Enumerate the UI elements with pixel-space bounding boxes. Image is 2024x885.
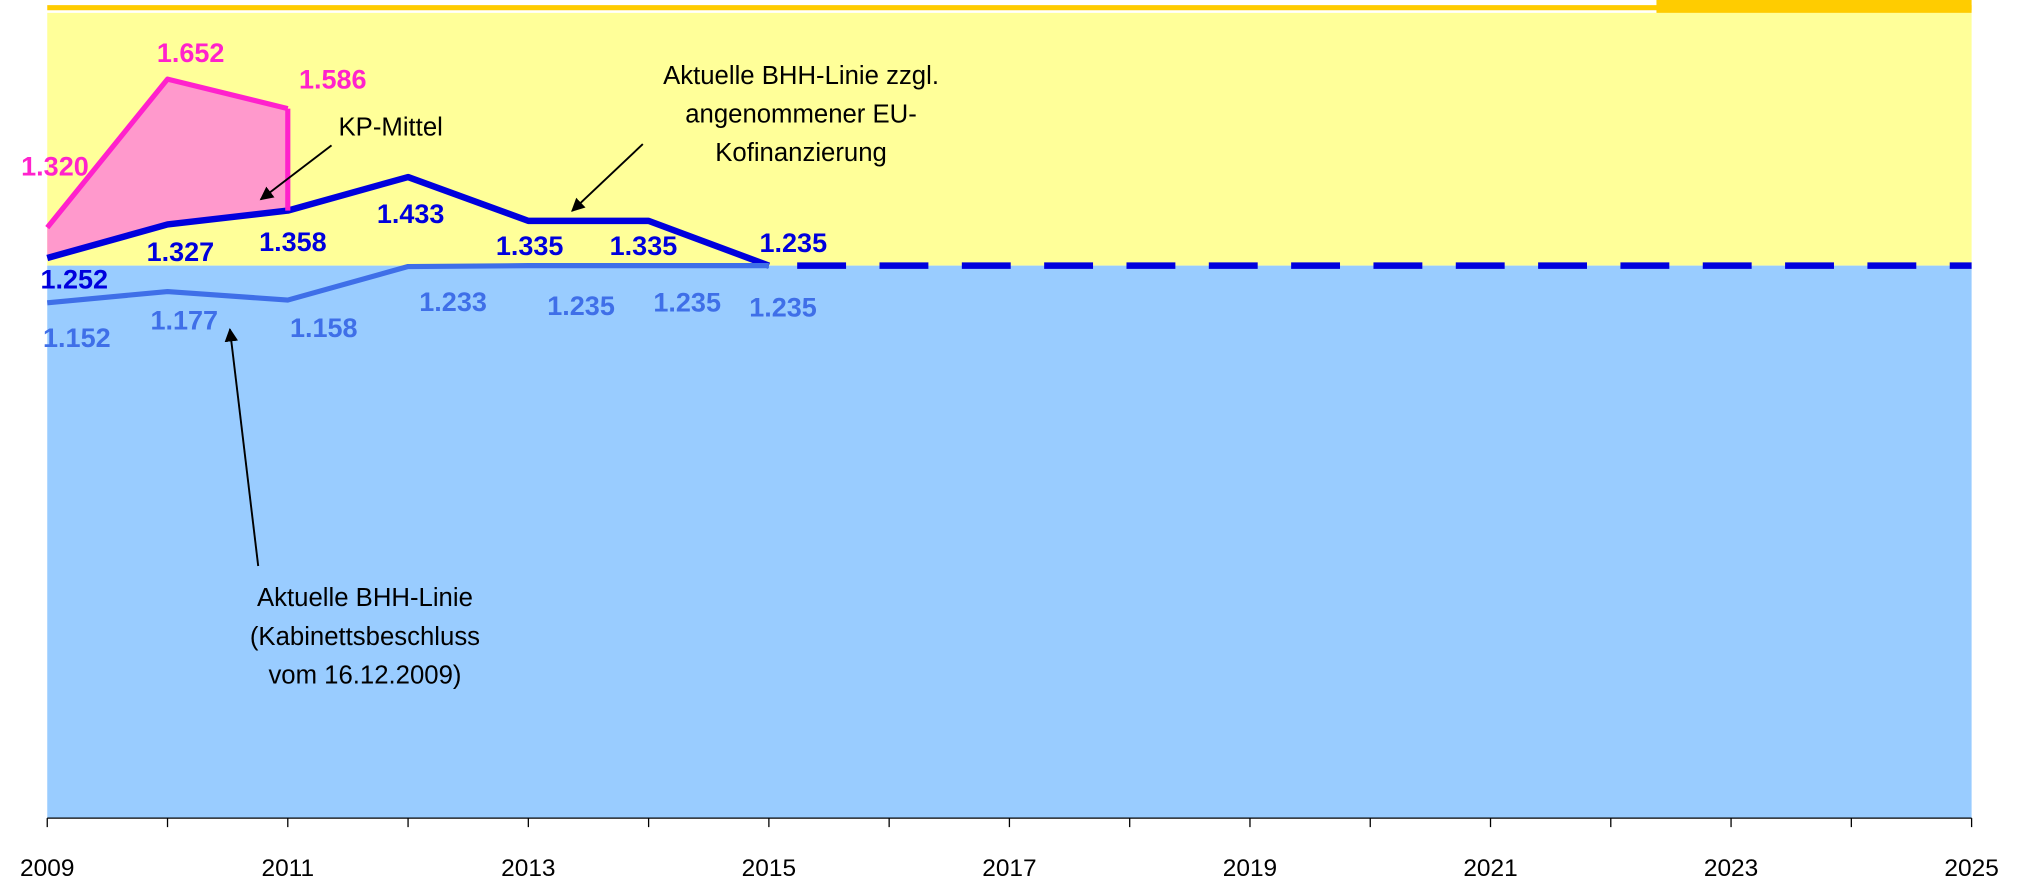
x-tick-label: 2023 [1704, 855, 1758, 882]
upper-area [47, 12, 1972, 266]
data-label: 1.320 [21, 152, 89, 182]
series-line [45, 76, 289, 230]
annotation: vom 16.12.2009) [268, 661, 461, 689]
series-line [47, 263, 769, 306]
data-label: 1.327 [147, 237, 215, 267]
kp-area [47, 79, 288, 259]
annotation: (Kabinettsbeschluss [250, 623, 480, 651]
annotation: angenommener EU- [685, 101, 917, 129]
data-label: 1.652 [157, 38, 225, 68]
lower-area [47, 265, 1972, 819]
data-label: 1.335 [496, 231, 564, 261]
annotation: Kofinanzierung [715, 139, 887, 167]
annotation: Aktuelle BHH-Linie zzgl. [663, 62, 939, 90]
data-label: 1.358 [259, 227, 327, 257]
annotation: KP-Mittel [339, 113, 443, 141]
annotation-arrow [259, 144, 333, 201]
annotation-arrow [571, 143, 644, 212]
x-tick-label: 2017 [982, 855, 1036, 882]
data-label: 1.177 [150, 306, 218, 336]
data-label: 1.235 [653, 287, 721, 317]
x-tick-label: 2009 [20, 855, 74, 882]
x-tick-label: 2021 [1463, 855, 1517, 882]
data-label: 1.235 [760, 228, 828, 258]
data-label: 1.152 [43, 323, 111, 353]
data-label: 1.335 [610, 231, 678, 261]
data-label: 1.235 [749, 292, 817, 322]
data-label: 1.586 [299, 65, 367, 95]
x-tick-label: 2013 [501, 855, 555, 882]
data-label: 1.235 [547, 291, 615, 321]
data-label: 1.433 [377, 199, 445, 229]
annotation-arrow [224, 327, 260, 567]
data-label: 1.158 [290, 313, 358, 343]
x-tick-label: 2011 [262, 855, 315, 882]
x-tick-label: 2015 [742, 855, 796, 882]
x-tick-label: 2025 [1944, 855, 1998, 882]
annotation: Aktuelle BHH-Linie [257, 584, 473, 612]
x-tick-label: 2019 [1223, 855, 1277, 882]
data-label: 1.252 [40, 264, 108, 294]
data-label: 1.233 [419, 287, 487, 317]
series-line [46, 173, 771, 269]
